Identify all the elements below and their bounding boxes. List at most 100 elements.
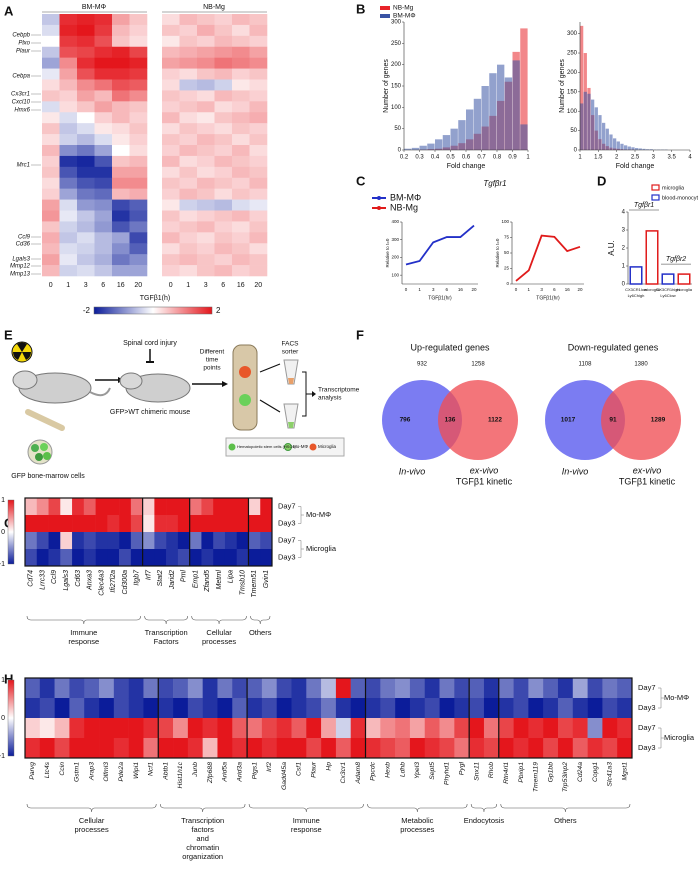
histogram-bar: [404, 148, 412, 150]
y-axis-label: Relative to t=0: [495, 238, 500, 267]
heatmap-cell: [469, 678, 485, 699]
heatmap-cell: [128, 738, 144, 759]
heatmap-cell: [247, 698, 263, 719]
heatmap-cell: [162, 134, 180, 146]
x-tick-label: microglia: [676, 287, 693, 292]
heatmap-cell: [261, 718, 277, 739]
heatmap-cell: [59, 199, 78, 211]
x-tick-label: 2.5: [631, 155, 640, 161]
histogram-bar: [520, 28, 528, 150]
heatmap-cell: [162, 265, 180, 277]
heatmap-cell: [77, 57, 95, 69]
heatmap-cell: [142, 515, 155, 533]
x-tick-label: CX3CR1low: [625, 287, 647, 292]
heatmap-cell: [249, 210, 268, 222]
heatmap-cell: [380, 678, 396, 699]
heatmap-cell: [498, 738, 514, 759]
heatmap-cell: [42, 24, 60, 37]
heatmap-cell: [113, 698, 129, 719]
venn-count: 136: [445, 417, 456, 424]
heatmap-cell: [179, 90, 198, 102]
sorter-label: sorter: [282, 349, 299, 356]
venn-left: [545, 380, 625, 460]
heatmap-cell: [249, 134, 268, 146]
heatmap-cell: [587, 678, 603, 699]
heatmap-cell: [94, 68, 113, 80]
gene-label: Hist1h1c: [177, 761, 184, 788]
heatmap-cell: [260, 515, 273, 533]
heatmap-cell: [232, 188, 250, 200]
legend-label: BM-MΦ: [393, 13, 416, 20]
heatmap-cell: [232, 57, 250, 69]
heatmap-cell: [214, 166, 233, 179]
heatmap-cell: [77, 134, 95, 146]
heatmap-cell: [94, 57, 113, 69]
heatmap-cell: [94, 155, 113, 168]
heatmap-cell: [162, 254, 180, 266]
heatmap-cell: [483, 678, 500, 699]
gene-label: Abtb1: [162, 762, 169, 781]
heatmap-cell: [129, 46, 148, 58]
x-tick-label: 1.5: [594, 155, 603, 161]
heatmap-cell: [232, 112, 250, 124]
heatmap-cell: [162, 101, 180, 113]
gene-label: Jarid2: [169, 570, 176, 590]
venn-label: In-vivo: [399, 466, 426, 476]
condition-label: Microglia: [664, 733, 695, 742]
heatmap-cell: [179, 68, 198, 80]
heatmap-cell: [197, 265, 215, 277]
legend-label: BM-MΦ: [390, 192, 421, 202]
heatmap-cell: [112, 177, 130, 189]
group-brace: [26, 615, 141, 625]
time-label: time: [206, 357, 219, 364]
group-label: Immune: [293, 816, 320, 825]
heatmap-cell: [197, 123, 215, 135]
heatmap-cell: [113, 738, 129, 759]
heatmap-cell: [224, 515, 238, 533]
heatmap-cell: [42, 155, 60, 168]
heatmap-cell: [179, 177, 198, 189]
heatmap-cell: [179, 199, 198, 211]
heatmap-cell: [249, 112, 268, 124]
heatmap-cell: [107, 549, 120, 567]
heatmap-cell: [129, 221, 148, 233]
heatmap-cell: [557, 718, 574, 739]
heatmap-cell: [249, 24, 268, 37]
heatmap-cell: [197, 155, 215, 168]
panel-letter: H: [4, 671, 13, 686]
gene-label: Rhob: [488, 762, 495, 778]
heatmap-cell: [112, 101, 130, 113]
heatmap-cell: [189, 498, 202, 516]
x-tick-label: 6: [553, 287, 556, 292]
heatmap-cell: [77, 145, 95, 157]
heatmap-cell: [77, 177, 95, 189]
heatmap-cell: [249, 35, 268, 48]
x-tick-label: 0.4: [431, 155, 440, 161]
heatmap-cell: [42, 134, 60, 146]
heatmap-cell: [189, 549, 202, 567]
heatmap-cell: [306, 698, 322, 719]
group-label: processes: [75, 825, 109, 834]
heatmap-cell: [409, 738, 426, 759]
gene-label: Stat2: [157, 570, 164, 586]
heatmap-cell: [129, 210, 148, 222]
heatmap-cell: [129, 177, 148, 189]
heatmap-cell: [119, 515, 132, 533]
heatmap-cell: [232, 90, 250, 102]
heatmap-cell: [248, 515, 261, 533]
heatmap-cell: [39, 678, 55, 699]
heatmap-cell: [543, 718, 559, 739]
heatmap-cell: [112, 46, 130, 58]
analysis-label: analysis: [318, 395, 342, 402]
heatmap-cell: [59, 232, 78, 244]
x-tick-label: microglia: [644, 287, 661, 292]
arrowhead: [312, 391, 316, 397]
heatmap-cell: [130, 532, 143, 550]
gene-label: Cx3cr1: [340, 762, 347, 784]
heatmap-cell: [232, 210, 250, 222]
heatmap-cell: [107, 532, 120, 550]
venn-label: ex-vivo: [470, 465, 499, 475]
condition-bracket: [298, 506, 304, 524]
y-tick-label: 100: [567, 109, 578, 115]
